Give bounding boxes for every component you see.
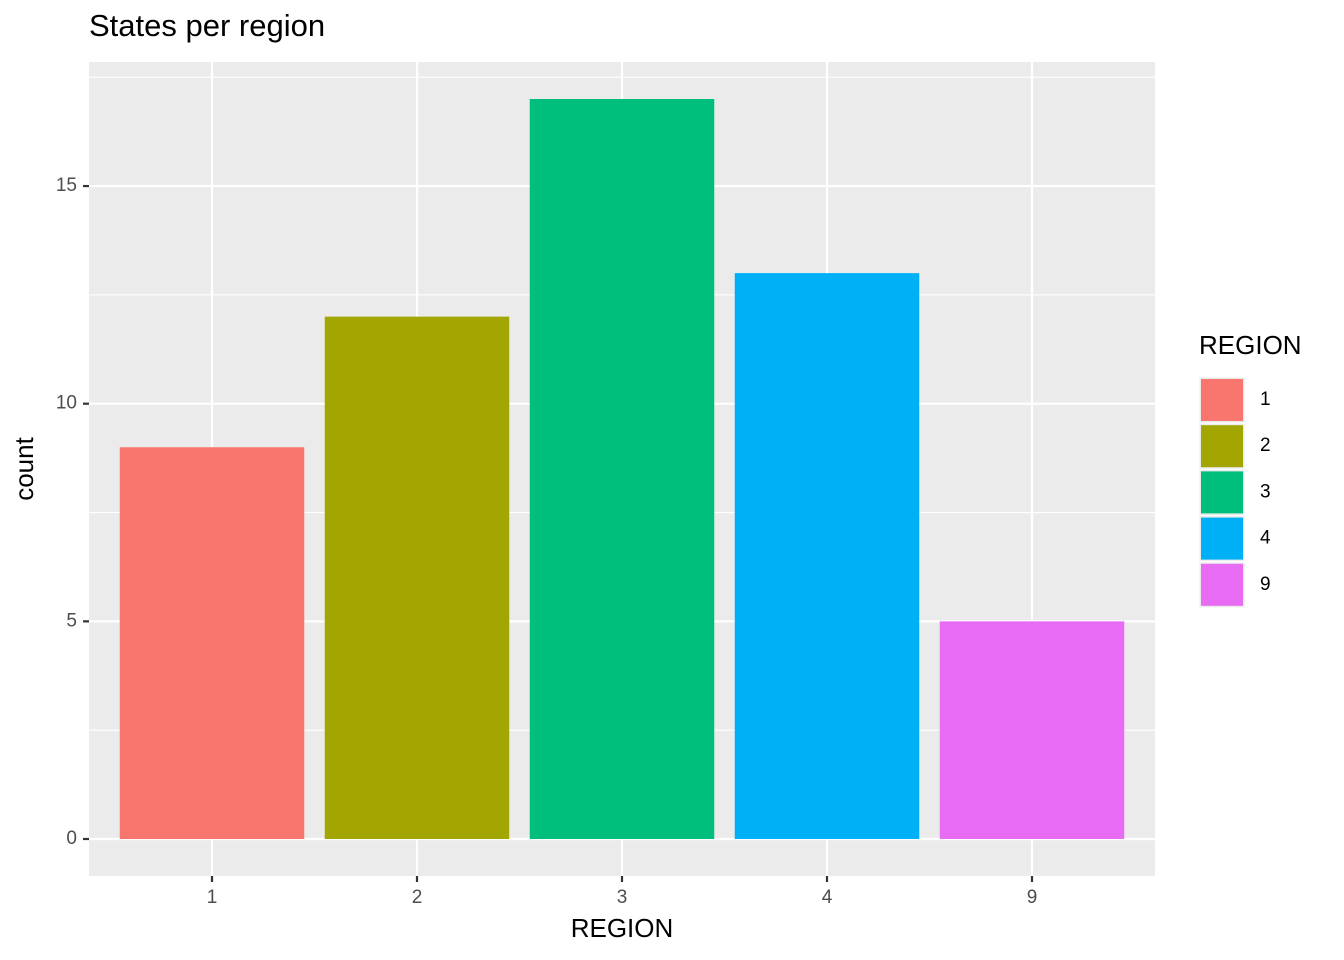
y-axis-title: count xyxy=(9,436,39,500)
bar xyxy=(939,621,1125,839)
legend-label: 2 xyxy=(1260,435,1271,456)
bar xyxy=(119,447,305,839)
bar xyxy=(529,99,715,839)
legend-label: 1 xyxy=(1260,389,1271,410)
x-axis-title: REGION xyxy=(571,913,674,943)
legend-swatch xyxy=(1201,563,1243,606)
legend-title: REGION xyxy=(1199,330,1302,360)
legend-label: 9 xyxy=(1260,574,1271,595)
bar xyxy=(734,273,920,839)
x-tick-label: 2 xyxy=(412,887,423,908)
x-tick-label: 9 xyxy=(1027,887,1038,908)
legend-label: 3 xyxy=(1260,481,1271,502)
legend-label: 4 xyxy=(1260,528,1271,549)
y-tick-label: 5 xyxy=(66,610,77,631)
legend-swatch xyxy=(1201,379,1243,421)
x-tick-label: 3 xyxy=(617,887,628,908)
bar xyxy=(324,316,510,839)
legend-swatch xyxy=(1201,425,1243,468)
legend-swatch xyxy=(1201,517,1243,560)
x-tick-label: 4 xyxy=(822,887,833,908)
legend-swatch xyxy=(1201,471,1243,514)
x-tick-label: 1 xyxy=(207,887,218,908)
y-tick-label: 0 xyxy=(66,828,77,849)
y-tick-label: 15 xyxy=(56,175,77,196)
y-tick-label: 10 xyxy=(56,393,77,414)
chart-title: States per region xyxy=(89,8,325,43)
